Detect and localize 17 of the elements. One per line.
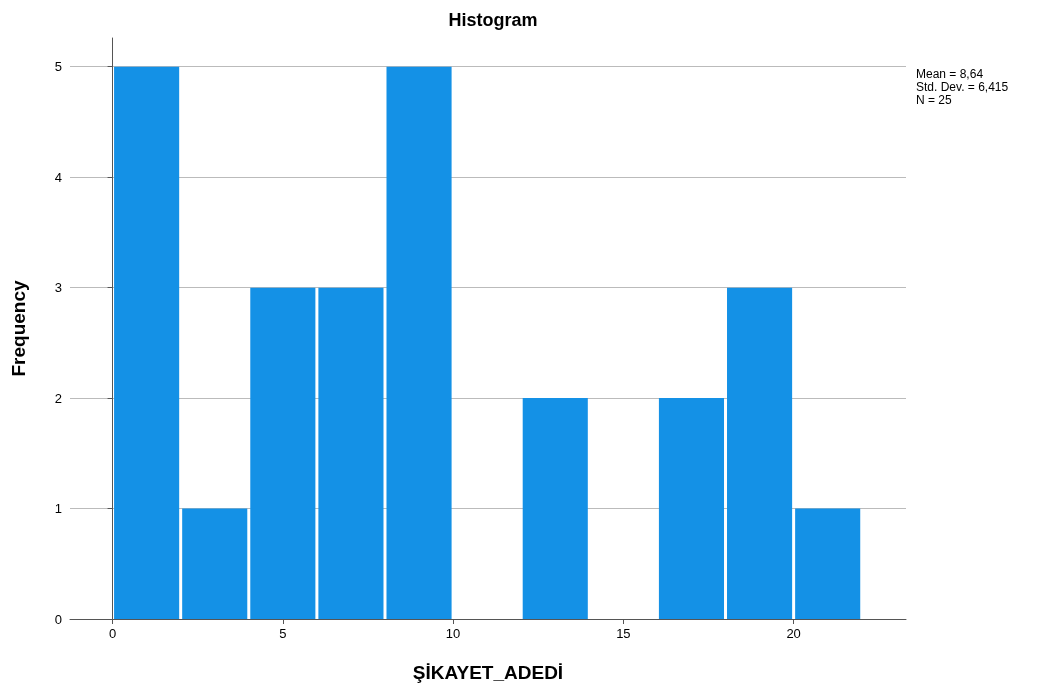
y-axis-title: Frequency bbox=[8, 280, 29, 377]
y-tick-label: 1 bbox=[54, 501, 62, 517]
x-axis-title: ŞİKAYET_ADEDİ bbox=[412, 662, 564, 683]
chart-title: Histogram bbox=[448, 10, 538, 30]
x-tick-label: 15 bbox=[616, 626, 631, 641]
y-tick-label: 5 bbox=[54, 59, 62, 75]
y-tick-label: 2 bbox=[54, 390, 62, 406]
x-tick-label: 5 bbox=[279, 626, 287, 641]
x-tick-label: 20 bbox=[786, 626, 801, 641]
text: N = 25 bbox=[916, 93, 953, 107]
text: Std. Dev. = 6,415 bbox=[916, 80, 1009, 94]
y-tick-label: 0 bbox=[54, 611, 62, 627]
x-tick-label: 0 bbox=[108, 626, 117, 641]
text: Mean = 8,64 bbox=[916, 67, 984, 81]
y-tick-label: 4 bbox=[54, 169, 62, 185]
y-tick-label: 3 bbox=[54, 280, 62, 296]
x-tick-label: 10 bbox=[445, 626, 461, 641]
